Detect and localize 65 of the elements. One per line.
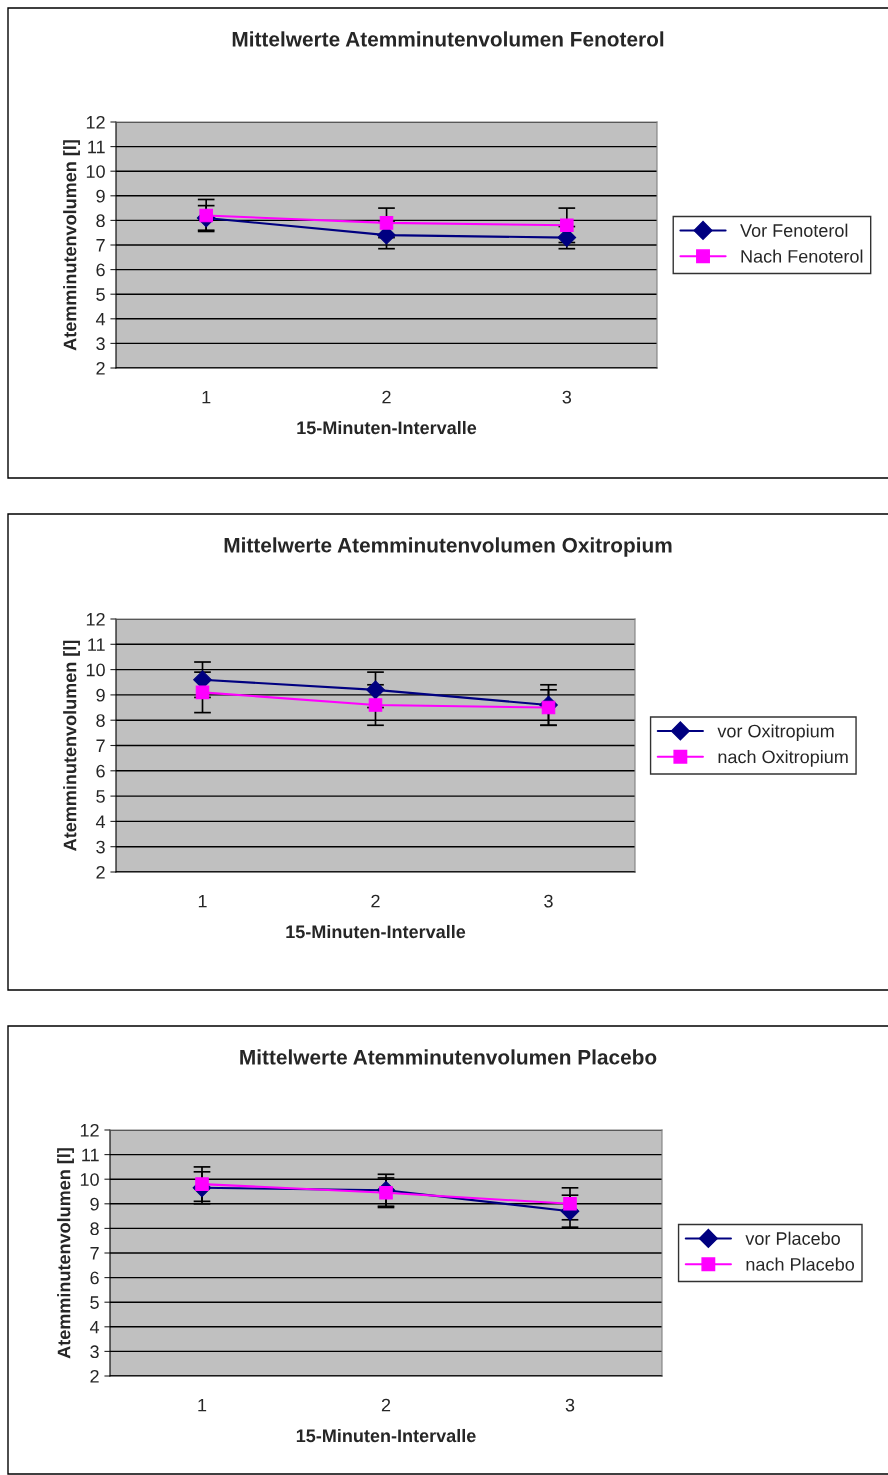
chart-title: Mittelwerte Atemminutenvolumen Placebo — [240, 1049, 657, 1065]
chart-title: Mittelwerte Atemminutenvolumen Fenoterol — [232, 31, 664, 47]
y-axis-title: Atemminutenvolumen [l] — [57, 1148, 74, 1359]
x-tick-label: 3 — [544, 894, 553, 908]
y-tick-label: 8 — [90, 1222, 99, 1236]
x-axis-title: 15-Minuten-Intervalle — [297, 420, 477, 435]
x-tick-label: 1 — [198, 894, 207, 908]
y-axis-title: Atemminutenvolumen [l] — [63, 140, 80, 351]
y-tick-label: 11 — [82, 1148, 99, 1162]
y-tick-label: 4 — [89, 1320, 100, 1334]
y-tick-label: 9 — [96, 688, 105, 702]
point — [195, 1177, 209, 1191]
y-tick-label: 9 — [90, 1197, 99, 1211]
point — [368, 698, 383, 712]
x-tick-label: 3 — [565, 1398, 575, 1412]
legend-label: Vor Fenoterol — [740, 223, 848, 237]
x-tick-label: 3 — [562, 390, 572, 404]
point — [379, 216, 394, 230]
point — [366, 680, 385, 700]
point — [560, 218, 574, 233]
y-tick-label: 3 — [90, 1345, 99, 1359]
y-tick-label: 6 — [96, 263, 105, 277]
y-tick-label: 7 — [96, 239, 105, 252]
x-axis-title: 15-Minuten-Intervalle — [296, 1428, 476, 1443]
y-tick-label: 8 — [96, 714, 105, 727]
y-tick-label: 4 — [95, 312, 106, 326]
y-tick-label: 10 — [86, 165, 105, 178]
y-tick-label: 6 — [96, 764, 105, 778]
y-tick-label: 12 — [86, 612, 105, 626]
y-axis-title: Atemminutenvolumen [l] — [63, 640, 80, 851]
y-tick-label: 5 — [96, 790, 105, 803]
point — [195, 685, 210, 700]
y-tick-label: 5 — [96, 288, 105, 301]
x-tick-label: 2 — [371, 894, 380, 908]
x-axis-title: 15-Minuten-Intervalle — [286, 924, 466, 939]
y-tick-label: 6 — [90, 1271, 99, 1285]
point — [563, 1197, 577, 1211]
y-tick-label: 7 — [96, 739, 105, 753]
y-tick-label: 2 — [90, 1369, 99, 1383]
y-tick-label: 4 — [95, 815, 106, 828]
y-tick-label: 8 — [96, 214, 105, 228]
x-tick-label: 2 — [381, 1398, 391, 1412]
y-tick-label: 9 — [96, 189, 105, 203]
x-tick-label: 1 — [202, 390, 211, 404]
y-tick-label: 10 — [80, 1173, 99, 1186]
x-tick-label: 2 — [382, 390, 391, 404]
y-tick-label: 2 — [96, 865, 105, 879]
legend-label: vor Oxitropium — [717, 724, 834, 741]
y-tick-label: 5 — [90, 1296, 99, 1309]
y-tick-label: 7 — [90, 1247, 99, 1260]
y-tick-label: 12 — [86, 115, 105, 129]
x-tick-label: 1 — [198, 1398, 207, 1412]
chart-title: Mittelwerte Atemminutenvolumen Oxitropium — [224, 537, 672, 557]
y-tick-label: 10 — [86, 663, 105, 677]
y-tick-label: 11 — [88, 638, 105, 651]
y-tick-label: 12 — [80, 1123, 99, 1137]
point — [379, 1185, 393, 1200]
y-tick-label: 2 — [96, 361, 105, 375]
legend-label: vor Placebo — [745, 1231, 840, 1245]
y-tick-label: 3 — [96, 337, 105, 351]
y-tick-label: 3 — [96, 840, 105, 854]
y-tick-label: 11 — [88, 140, 105, 154]
legend-label: Nach Fenoterol — [741, 249, 863, 263]
legend-label: nach Oxitropium — [718, 750, 848, 767]
legend-label: nach Placebo — [746, 1257, 855, 1271]
